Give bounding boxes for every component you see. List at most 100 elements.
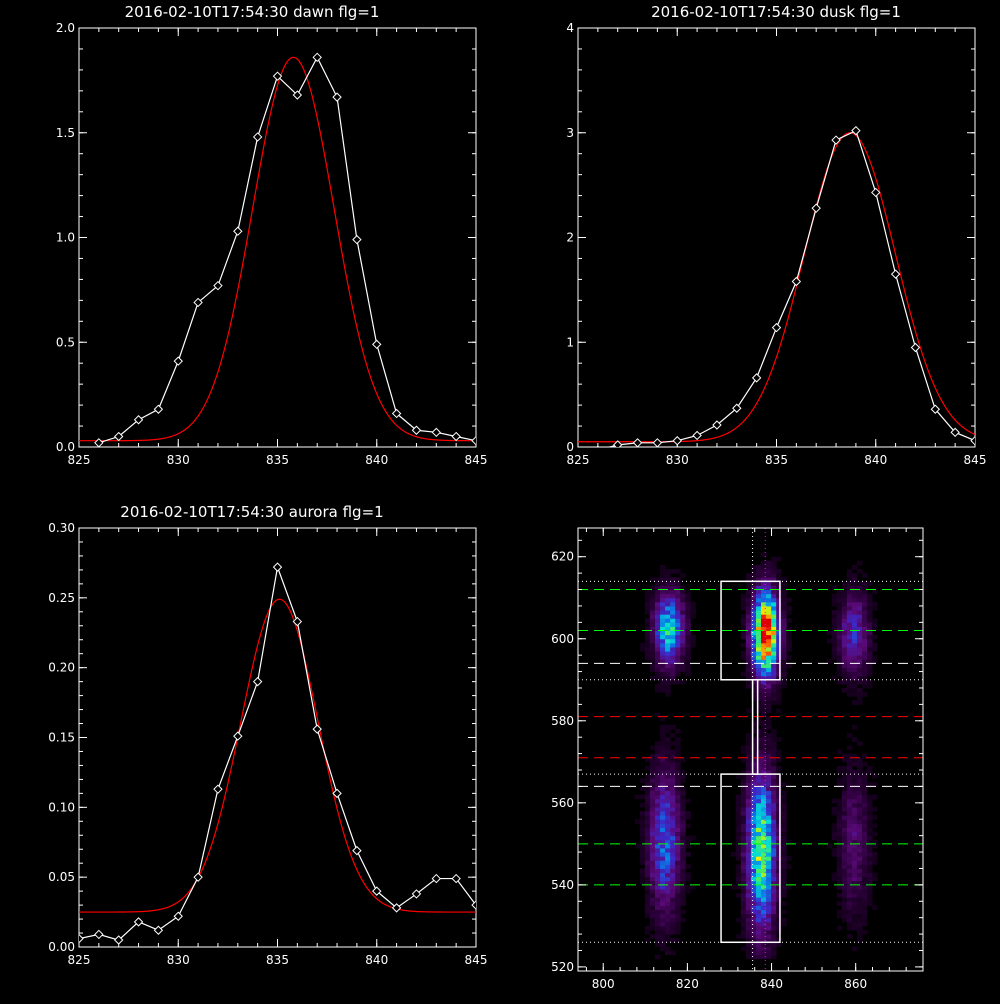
intensity-cell — [670, 868, 676, 874]
intensity-cell — [861, 597, 868, 603]
intensity-cell — [740, 774, 747, 779]
selection-box — [720, 580, 781, 681]
intensity-cell — [856, 692, 863, 697]
intensity-cell — [745, 671, 752, 677]
data-point-marker — [352, 845, 362, 856]
intensity-cell — [745, 733, 752, 738]
intensity-cell — [675, 667, 681, 673]
intensity-cell — [690, 601, 696, 607]
intensity-cell — [867, 868, 873, 874]
intensity-cell — [649, 901, 656, 906]
intensity-cell — [670, 663, 676, 668]
intensity-cell — [755, 839, 762, 845]
intensity-cell — [836, 770, 843, 775]
intensity-cell — [771, 642, 777, 648]
intensity-cell — [766, 696, 772, 701]
intensity-cell — [649, 925, 656, 931]
intensity-cell — [856, 794, 863, 800]
intensity-cell — [861, 835, 868, 841]
intensity-cell — [670, 921, 676, 927]
intensity-cell — [836, 651, 843, 656]
intensity-cell — [665, 798, 671, 804]
intensity-cell — [861, 683, 868, 689]
intensity-cell — [861, 761, 868, 767]
intensity-cell — [851, 884, 858, 890]
data-point-marker — [771, 322, 782, 333]
intensity-cell — [841, 815, 848, 820]
intensity-cell — [776, 897, 782, 902]
intensity-cell — [781, 585, 787, 591]
intensity-cell — [776, 819, 782, 824]
intensity-cell — [639, 876, 646, 882]
intensity-cell — [670, 679, 676, 685]
intensity-cell — [680, 601, 686, 607]
intensity-cell — [761, 897, 767, 902]
intensity-cell — [644, 852, 651, 857]
intensity-cell — [856, 646, 863, 652]
intensity-cell — [665, 770, 671, 775]
x-tick-label: 845 — [465, 953, 488, 967]
intensity-cell — [644, 794, 651, 800]
intensity-cell — [761, 712, 767, 718]
intensity-cell — [841, 675, 848, 681]
intensity-cell — [685, 872, 691, 878]
intensity-cell — [856, 913, 863, 919]
intensity-cell — [680, 868, 686, 874]
intensity-cell — [856, 741, 863, 746]
intensity-cell — [781, 847, 787, 853]
x-tick-label: 825 — [68, 953, 91, 967]
intensity-cell — [841, 823, 848, 828]
x-tick-label: 830 — [167, 453, 190, 467]
intensity-cell — [867, 860, 873, 865]
data-point-marker — [233, 731, 243, 741]
intensity-cell — [654, 934, 661, 939]
intensity-cell — [781, 614, 787, 619]
intensity-cell — [660, 872, 666, 878]
intensity-cell — [771, 667, 777, 673]
intensity-cell — [660, 745, 666, 750]
intensity-cell — [771, 864, 777, 869]
intensity-cell — [665, 634, 671, 640]
intensity-cell — [670, 811, 676, 816]
intensity-cell — [745, 765, 752, 771]
intensity-cell — [670, 823, 676, 828]
intensity-cell — [680, 597, 686, 603]
intensity-cell — [639, 847, 646, 853]
intensity-cell — [634, 843, 641, 849]
intensity-cell — [745, 585, 752, 591]
intensity-cell — [872, 839, 878, 845]
intensity-cell — [872, 646, 878, 652]
intensity-cell — [750, 630, 757, 636]
intensity-cell — [755, 794, 762, 800]
intensity-cell — [755, 876, 762, 882]
intensity-cell — [841, 819, 848, 824]
intensity-cell — [856, 893, 863, 898]
intensity-cell — [761, 925, 767, 931]
intensity-cell — [654, 954, 661, 960]
intensity-cell — [761, 778, 767, 783]
intensity-cell — [660, 811, 666, 816]
intensity-cell — [872, 626, 878, 632]
intensity-cell — [831, 618, 838, 623]
intensity-cell — [649, 852, 656, 857]
intensity-cell — [851, 630, 858, 636]
intensity-cell — [750, 720, 757, 726]
intensity-cell — [644, 593, 651, 599]
intensity-cell — [836, 618, 843, 623]
intensity-cell — [776, 749, 782, 755]
intensity-cell — [670, 601, 676, 607]
intensity-cell — [755, 667, 762, 673]
intensity-cell — [781, 589, 787, 595]
intensity-cell — [766, 921, 772, 927]
intensity-cell — [745, 737, 752, 742]
intensity-cell — [841, 901, 848, 906]
intensity-cell — [771, 585, 777, 591]
data-point-marker — [352, 234, 362, 245]
data-line — [98, 56, 476, 444]
intensity-cell — [755, 589, 762, 595]
intensity-cell — [755, 798, 762, 804]
intensity-cell — [856, 811, 863, 816]
intensity-cell — [755, 728, 762, 734]
intensity-cell — [654, 683, 661, 689]
